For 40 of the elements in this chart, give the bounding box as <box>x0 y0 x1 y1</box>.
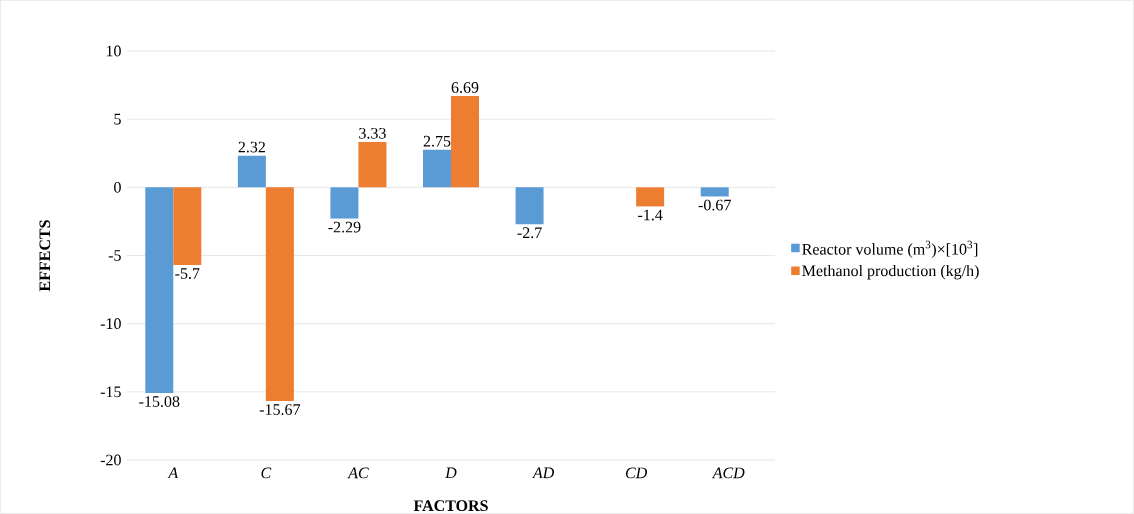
data-label: -5.7 <box>175 268 200 279</box>
x-tick-label: CD <box>625 467 648 479</box>
y-tick-label: 0 <box>114 181 121 193</box>
x-tick-label: AC <box>347 467 369 479</box>
data-label: -1.4 <box>638 209 663 221</box>
data-label: 3.33 <box>359 127 386 139</box>
x-tick-label: C <box>261 467 272 479</box>
bar <box>145 187 174 393</box>
y-tick-label: -10 <box>100 318 121 330</box>
bar <box>636 187 665 207</box>
bar <box>451 96 479 188</box>
y-tick-label: -15 <box>100 386 121 398</box>
x-tick-label: A <box>167 467 179 479</box>
x-tick-label: AD <box>532 467 554 479</box>
bar <box>358 141 387 188</box>
bar <box>173 187 202 266</box>
y-tick-label: 10 <box>106 45 121 57</box>
bar <box>237 155 266 188</box>
bar <box>330 187 359 219</box>
y-tick-label: 5 <box>114 113 121 125</box>
data-label: -0.67 <box>698 199 731 211</box>
bar <box>265 187 294 401</box>
legend-label: Methanol production (kg/h) <box>802 264 979 280</box>
data-label: 2.32 <box>238 141 265 153</box>
y-tick-label: -20 <box>100 454 121 466</box>
bar <box>700 187 729 197</box>
data-label: -15.08 <box>139 396 180 407</box>
y-tick-label: -5 <box>108 250 121 261</box>
bar <box>515 187 544 225</box>
data-label: 2.75 <box>423 135 451 147</box>
data-label: -2.29 <box>328 221 361 233</box>
bar <box>423 149 451 188</box>
legend-label: Reactor volume (m$^{3}$)×[10$^{3}$] <box>802 240 978 258</box>
data-label: -15.67 <box>259 404 301 415</box>
x-tick-label: D <box>445 467 457 479</box>
data-label: 6.69 <box>451 82 479 93</box>
data-label: -2.7 <box>517 227 542 239</box>
y-axis-title: EFFECTS <box>39 220 51 292</box>
x-axis-title: FACTORS <box>413 500 488 512</box>
x-tick-label: ACD <box>711 467 745 479</box>
